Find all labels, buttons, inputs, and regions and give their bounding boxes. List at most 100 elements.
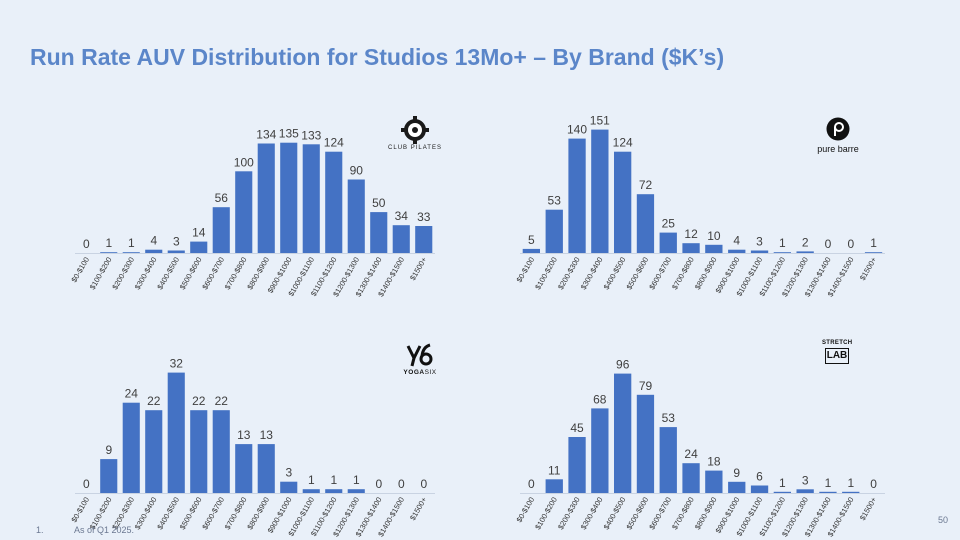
pure-barre-data-label: 72 — [639, 178, 653, 192]
stretch-lab-data-label: 18 — [707, 455, 721, 469]
pure-barre-bar — [522, 248, 540, 253]
stretch-lab-logo: STRETCH LAB — [822, 340, 852, 376]
club-pilates-logo-text: CLUB PILATES — [388, 145, 442, 151]
stretch-lab-tick-label: $800-$900 — [693, 496, 719, 532]
yogasix-data-label: 13 — [260, 428, 274, 442]
chart-yogasix-svg: 0$0-$1009$100-$20024$200-$30022$300-$400… — [69, 357, 435, 538]
club-pilates-data-label: 135 — [279, 127, 299, 141]
club-pilates-data-label: 1 — [128, 236, 135, 250]
stretch-lab-bar — [728, 481, 746, 493]
chart-stretch-lab: 0 $0-$100 11 $100-$200 45 $200-$300 68 $300-$40… — [515, 350, 885, 540]
footnote: 1. As of Q1 2025. — [36, 525, 134, 535]
yogasix-bar — [190, 410, 208, 493]
stretch-lab-data-label: 53 — [662, 411, 676, 425]
stretch-lab-tick-label: $500-$600 — [625, 496, 651, 532]
stretch-lab-bar — [614, 373, 632, 493]
pure-barre-data-label: 3 — [756, 235, 763, 249]
pure-barre-data-label: 4 — [733, 234, 740, 248]
stretch-lab-tick-label: $1500+ — [858, 495, 879, 522]
yogasix-bar — [122, 402, 140, 493]
pure-barre-bar — [750, 250, 769, 253]
chart-pure-barre-svg: 5$0-$10053$100-$200140$200-$300151$300-$… — [515, 114, 885, 298]
stretch-lab-bar — [568, 437, 586, 493]
yogasix-bar — [280, 481, 298, 493]
club-pilates-bar — [347, 179, 365, 253]
chart-club-pilates: 0 $0-$100 1 $100-$200 1 $200-$300 4 $300-$400 3 $… — [69, 110, 435, 300]
stretch-lab-logo-top: STRETCH — [822, 340, 853, 346]
stretch-lab-data-label: 11 — [548, 463, 561, 477]
yogasix-data-label: 1 — [308, 473, 315, 487]
stretch-lab-data-label: 0 — [528, 477, 535, 491]
stretch-lab-tick-label: $200-$300 — [556, 496, 582, 532]
pure-barre-bar — [728, 249, 746, 253]
club-pilates-data-label: 14 — [192, 226, 206, 240]
chart-stretch-lab-svg: 0$0-$10011$100-$20045$200-$30068$300-$40… — [515, 358, 885, 538]
club-pilates-bar — [415, 226, 433, 253]
yogasix-bar — [347, 489, 365, 493]
stretch-lab-bar — [705, 470, 723, 493]
pure-barre-data-label: 140 — [567, 123, 587, 137]
stretch-lab-bar — [773, 491, 791, 493]
yogasix-logo-yoga: YOGA — [403, 369, 425, 376]
stretch-lab-data-label: 1 — [847, 476, 854, 490]
club-pilates-bar — [235, 171, 253, 253]
pure-barre-data-label: 12 — [684, 227, 698, 241]
pure-barre-data-label: 1 — [870, 236, 877, 250]
club-pilates-data-label: 90 — [350, 164, 364, 178]
club-pilates-data-label: 4 — [150, 234, 157, 248]
stretch-lab-logo-bottom: LAB — [825, 348, 849, 364]
yogasix-data-label: 22 — [215, 394, 229, 408]
yogasix-data-label: 1 — [330, 473, 337, 487]
pure-barre-bar — [614, 151, 632, 253]
club-pilates-tick-label: $1500+ — [408, 255, 429, 282]
pure-barre-bar — [705, 244, 723, 253]
stretch-lab-data-label: 96 — [616, 358, 630, 372]
club-pilates-data-label: 34 — [395, 209, 409, 223]
yogasix-bar — [325, 489, 343, 493]
stretch-lab-data-label: 3 — [802, 473, 809, 487]
yogasix-data-label: 0 — [83, 477, 90, 491]
pure-barre-tick-label: $300-$400 — [579, 256, 605, 292]
stretch-lab-bar — [636, 394, 655, 493]
pure-barre-tick-label: $500-$600 — [625, 256, 651, 292]
stretch-lab-tick-label: $600-$700 — [647, 496, 673, 532]
pure-barre-data-label: 0 — [825, 237, 832, 251]
club-pilates-bar — [325, 151, 343, 253]
pure-barre-logo: pure barre — [812, 117, 864, 157]
pure-barre-tick-label: $700-$800 — [670, 256, 696, 292]
chart-club-pilates-svg: 0$0-$1001$100-$2001$200-$3004$300-$4003$… — [69, 127, 435, 298]
pure-barre-data-label: 0 — [847, 237, 854, 251]
stretch-lab-bar — [591, 408, 609, 493]
circle-p-icon — [826, 117, 850, 141]
pure-barre-bar — [591, 129, 609, 253]
pure-barre-bar — [568, 138, 586, 253]
stretch-lab-data-label: 1 — [779, 476, 786, 490]
yogasix-tick-label: $0-$100 — [69, 496, 91, 524]
club-pilates-data-label: 3 — [173, 235, 180, 249]
pure-barre-bar — [682, 243, 700, 253]
club-pilates-data-label: 1 — [105, 236, 112, 250]
stretch-lab-tick-label: $100-$200 — [533, 496, 559, 532]
yogasix-data-label: 32 — [170, 357, 184, 371]
pure-barre-data-label: 53 — [548, 194, 562, 208]
yogasix-data-label: 0 — [375, 477, 382, 491]
yogasix-bar — [235, 444, 253, 493]
club-pilates-bar — [212, 207, 230, 253]
yogasix-data-label: 1 — [353, 473, 360, 487]
yogasix-logo: YOGASIX — [396, 342, 444, 382]
stretch-lab-data-label: 68 — [593, 392, 607, 406]
club-pilates-data-label: 33 — [417, 210, 431, 224]
yogasix-bar — [100, 459, 118, 493]
yogasix-data-label: 0 — [398, 477, 405, 491]
y6-icon — [406, 343, 433, 367]
stretch-lab-bar — [545, 479, 563, 493]
club-pilates-bar — [167, 250, 185, 253]
club-pilates-logo: CLUB PILATES — [386, 116, 444, 156]
club-pilates-bar — [190, 241, 208, 253]
club-pilates-bar — [122, 252, 140, 253]
yogasix-logo-six: SIX — [424, 369, 437, 376]
pure-barre-tick-label: $800-$900 — [693, 256, 719, 292]
yogasix-tick-label: $1500+ — [408, 495, 429, 522]
pure-barre-tick-label: $400-$500 — [602, 256, 628, 292]
chart-yogasix: 0 $0-$100 9 $100-$200 24 $200-$300 22 $300-$400… — [69, 350, 435, 540]
